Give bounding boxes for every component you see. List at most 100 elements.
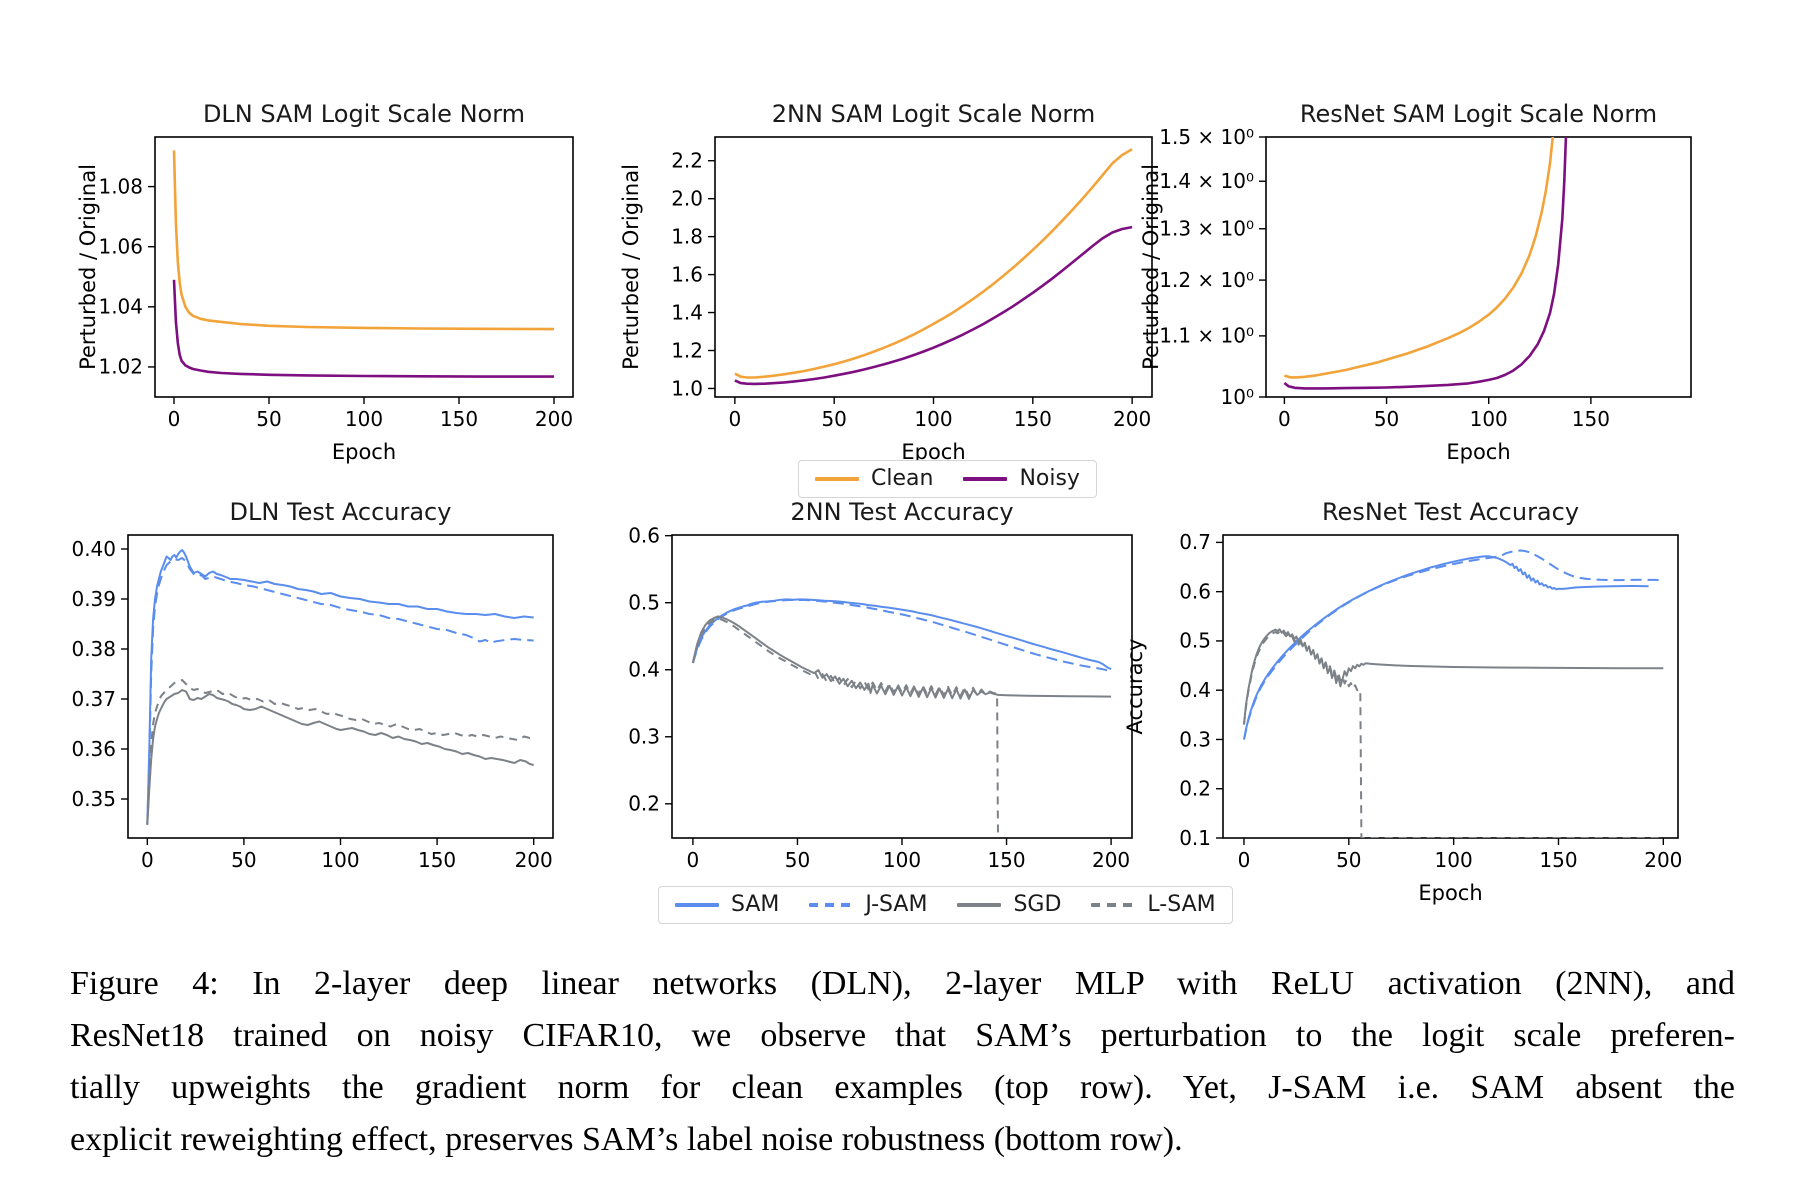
y-axis-label: Perturbed / Original: [1139, 164, 1163, 370]
x-tick-label: 200: [1644, 848, 1682, 872]
y-tick-label: 0.2: [1179, 777, 1211, 801]
y-tick-label: 1.2: [671, 338, 703, 362]
chart-2nn-sam-logit-scale-norm: 0 50 100 150 200 1.0 1.2 1.4 1.6 1.8 2.0 2.2 2NN SAM…: [619, 100, 1153, 464]
y-tick-label: 1.02: [98, 355, 143, 379]
y-tick-label: 0.2: [628, 792, 660, 816]
legend-item-jsam: J-SAM: [809, 894, 927, 916]
x-tick-label: 50: [1374, 407, 1399, 431]
x-tick-label: 50: [256, 407, 281, 431]
x-axis-label: Epoch: [1446, 440, 1510, 464]
caption-line-1: Figure 4: In 2-layer deep linear network…: [70, 965, 1735, 1002]
series-group: [734, 148, 1133, 386]
x-tick-label: 150: [1572, 407, 1610, 431]
y-tick-label: 0.7: [1179, 530, 1211, 554]
x-tick-label: 200: [515, 848, 553, 872]
x-tick-label: 0: [1278, 407, 1291, 431]
x-tick-label: 150: [418, 848, 456, 872]
y-tick-label: 0.3: [1179, 727, 1211, 751]
series-line-sam: [1243, 555, 1649, 740]
sgd-line-swatch: [957, 903, 1002, 907]
legend-item-sgd: SGD: [957, 894, 1061, 916]
series-line-noisy: [734, 225, 1133, 386]
series-line-l-sam: [691, 617, 999, 838]
caption-line-2: ResNet18 trained on noisy CIFAR10, we ob…: [70, 1017, 1735, 1054]
legend-item-sam: SAM: [675, 894, 779, 916]
plot-frame: [154, 136, 574, 398]
series-group: [1243, 549, 1664, 838]
x-tick-label: 200: [1113, 407, 1151, 431]
plot-frame: [671, 534, 1133, 839]
legend-label-clean: Clean: [871, 466, 934, 491]
y-tick-label: 0.3: [628, 725, 660, 749]
legend-label-sam: SAM: [731, 892, 780, 917]
legend-label-lsam: L-SAM: [1147, 892, 1216, 917]
x-tick-label: 200: [1092, 848, 1130, 872]
legend-clean-noisy: Clean Noisy: [798, 460, 1097, 498]
x-tick-label: 50: [821, 407, 846, 431]
y-tick-label: 1.5 × 10⁰: [1159, 125, 1254, 149]
chart-title: DLN SAM Logit Scale Norm: [203, 100, 525, 128]
chart-title: 2NN SAM Logit Scale Norm: [772, 100, 1095, 128]
y-tick-label: 1.2 × 10⁰: [1159, 268, 1254, 292]
legend-item-noisy: Noisy: [963, 468, 1080, 490]
y-tick-label: 1.8: [671, 224, 703, 248]
legend-label-sgd: SGD: [1013, 892, 1062, 917]
chart-resnet-test-accuracy: 0 50 100 150 200 0.1 0.2 0.3 0.4 0.5 0.6 0.7 ResNet …: [1123, 498, 1682, 905]
y-tick-label: 0.37: [71, 687, 116, 711]
legend-optimizers: SAM J-SAM SGD L-SAM: [658, 886, 1233, 924]
x-axis-label: Epoch: [1418, 881, 1482, 905]
noisy-line-swatch: [963, 477, 1008, 481]
y-tick-label: 0.5: [628, 591, 660, 615]
x-tick-label: 50: [785, 848, 810, 872]
series-group: [691, 598, 1112, 838]
chart-dln-test-accuracy: 0 50 100 150 200 0.35 0.36 0.37 0.38 0.39 0.40 DLN …: [71, 498, 554, 872]
x-tick-label: 0: [1238, 848, 1251, 872]
x-tick-label: 50: [231, 848, 256, 872]
jsam-line-swatch: [809, 903, 854, 907]
y-tick-label: 1.0: [671, 376, 703, 400]
y-tick-label: 0.4: [1179, 678, 1211, 702]
x-tick-label: 100: [345, 407, 383, 431]
caption-line-4: explicit reweighting effect, preserves S…: [70, 1121, 1183, 1158]
y-tick-label: 2.0: [671, 186, 703, 210]
series-group: [146, 549, 535, 826]
x-tick-label: 150: [1539, 848, 1577, 872]
series-line-l-sam: [146, 679, 535, 824]
y-tick-label: 10⁰: [1221, 385, 1254, 409]
y-tick-label: 1.08: [98, 174, 143, 198]
y-tick-label: 0.1: [1179, 826, 1211, 850]
series-line-noisy: [1283, 137, 1568, 390]
clean-line-swatch: [815, 477, 859, 481]
chart-title: ResNet SAM Logit Scale Norm: [1300, 100, 1657, 128]
chart-title: 2NN Test Accuracy: [790, 498, 1013, 526]
y-axis-label: Perturbed / Original: [76, 164, 100, 370]
y-tick-label: 0.40: [71, 537, 116, 561]
x-axis-label: Epoch: [332, 440, 396, 464]
figure-caption: Figure 4: In 2-layer deep linear network…: [70, 958, 1735, 1166]
x-tick-label: 50: [1336, 848, 1361, 872]
series-line-sgd: [1243, 628, 1664, 724]
chart-2nn-test-accuracy: 0 50 100 150 200 0.2 0.3 0.4 0.5 0.6 2NN Test Accu…: [628, 498, 1133, 872]
y-tick-label: 1.3 × 10⁰: [1159, 217, 1254, 241]
y-tick-label: 1.6: [671, 262, 703, 286]
plot-frame: [1222, 534, 1679, 839]
x-tick-label: 150: [1014, 407, 1052, 431]
x-tick-label: 100: [1435, 848, 1473, 872]
y-tick-label: 0.5: [1179, 629, 1211, 653]
series-line-j-sam: [146, 557, 534, 825]
series-line-l-sam: [1243, 630, 1664, 838]
y-tick-label: 0.36: [71, 737, 116, 761]
x-tick-label: 0: [168, 407, 181, 431]
y-axis-label: Perturbed / Original: [619, 164, 643, 370]
x-tick-label: 150: [987, 848, 1025, 872]
plot-frame: [714, 136, 1153, 398]
y-tick-label: 0.6: [1179, 579, 1211, 603]
y-tick-label: 1.1 × 10⁰: [1159, 324, 1254, 348]
y-tick-label: 1.04: [98, 295, 143, 319]
x-tick-label: 0: [728, 407, 741, 431]
x-tick-label: 0: [687, 848, 700, 872]
y-tick-label: 1.4 × 10⁰: [1159, 169, 1254, 193]
x-tick-label: 100: [321, 848, 359, 872]
series-group: [1283, 137, 1568, 390]
y-tick-label: 2.2: [671, 149, 703, 173]
